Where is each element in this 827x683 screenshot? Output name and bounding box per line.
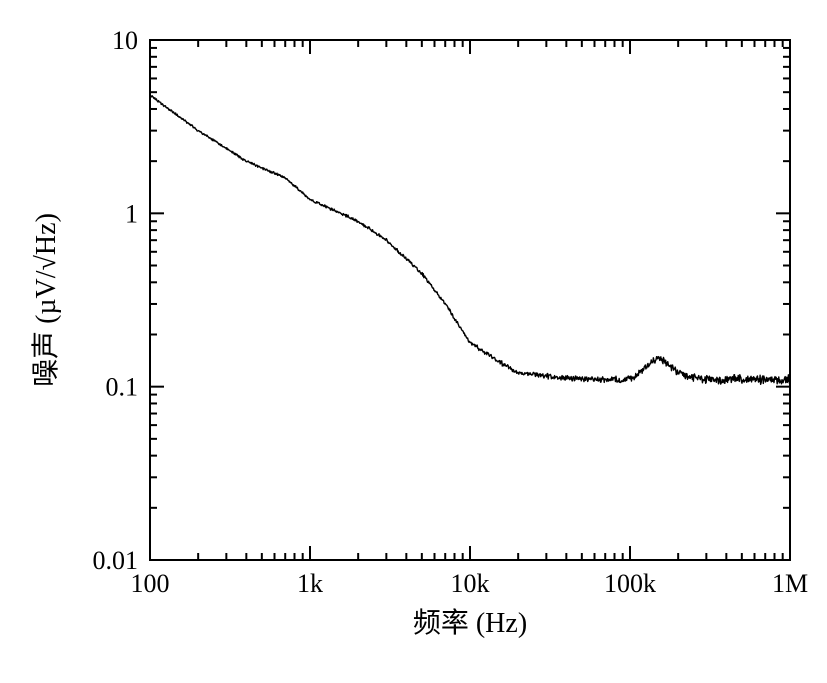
y-tick-label: 0.01 xyxy=(93,546,139,575)
chart-svg: 1001k10k100k1M0.010.1110频率 (Hz)噪声 (µV/√H… xyxy=(0,0,827,683)
noise-spectrum-chart: 1001k10k100k1M0.010.1110频率 (Hz)噪声 (µV/√H… xyxy=(0,0,827,683)
x-axis-label: 频率 (Hz) xyxy=(413,607,527,639)
x-tick-label: 1M xyxy=(772,569,808,598)
x-tick-label: 1k xyxy=(297,569,323,598)
x-tick-label: 100k xyxy=(604,569,656,598)
y-tick-label: 1 xyxy=(125,199,138,228)
y-tick-label: 0.1 xyxy=(106,373,139,402)
x-tick-label: 10k xyxy=(451,569,490,598)
y-tick-label: 10 xyxy=(112,26,138,55)
y-axis-label: 噪声 (µV/√Hz) xyxy=(30,213,62,387)
